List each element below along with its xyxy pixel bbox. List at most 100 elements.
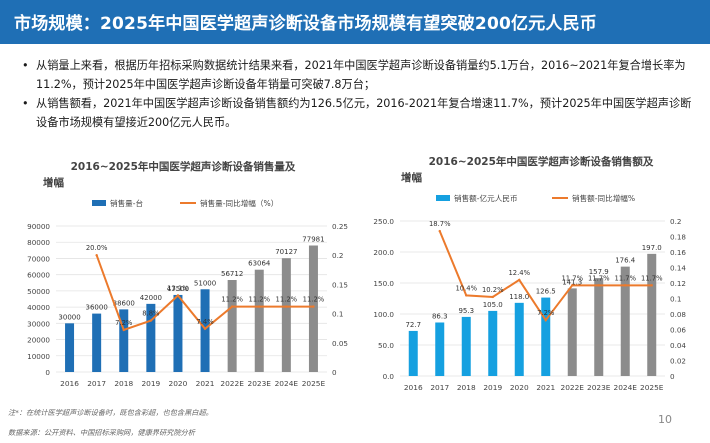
bar-value-label: 176.4 [615, 257, 636, 265]
growth-label: 20.0% [86, 244, 108, 252]
y-left-tick-label: 80000 [27, 238, 50, 247]
bar-value-label: 77981 [302, 235, 324, 243]
y-right-tick-label: 0.18 [670, 233, 686, 242]
bar-value-label: 118.0 [509, 293, 529, 301]
legend-line-label: 销售量-同比增幅（%） [200, 198, 278, 208]
growth-point [571, 284, 574, 287]
growth-label: 12.4% [508, 269, 530, 277]
bar [647, 253, 657, 376]
growth-point [465, 294, 468, 297]
chart-title: 2016~2025年中国医学超声诊断设备销售额及 [429, 155, 654, 168]
bar-value-label: 70127 [275, 248, 297, 256]
bar-value-label: 126.5 [536, 288, 556, 296]
y-left-tick-label: 150.0 [373, 279, 394, 288]
growth-point [230, 305, 234, 308]
bar-value-label: 30000 [58, 313, 80, 321]
y-right-tick-label: 0.2 [670, 217, 681, 226]
growth-point [203, 327, 207, 330]
bar [254, 269, 264, 372]
legend-bar-label: 销售额-亿元人民币 [454, 193, 518, 203]
y-left-tick-label: 250.0 [373, 217, 394, 226]
x-tick-label: 2017 [430, 383, 449, 392]
x-tick-label: 2018 [457, 383, 476, 392]
y-right-tick-label: 0 [670, 372, 675, 381]
growth-label: 7.4% [196, 318, 214, 326]
y-right-tick-label: 0.02 [670, 357, 686, 366]
growth-label: 11.2% [276, 296, 298, 304]
y-left-tick-label: 0 [45, 368, 50, 377]
growth-label: 7.2% [115, 319, 133, 327]
y-right-tick-label: 0.12 [670, 279, 686, 288]
legend-line-label: 销售额-同比增幅% [572, 193, 635, 203]
bar [488, 310, 498, 376]
growth-label: 10.4% [455, 284, 477, 292]
growth-point [285, 305, 288, 308]
bar [408, 330, 418, 376]
y-left-tick-label: 70000 [27, 254, 50, 263]
source-note: 数据来源：公开资料、中国招标采购网，健康界研究院分析 [8, 428, 195, 437]
y-right-tick-label: 0.14 [670, 264, 686, 273]
growth-point [491, 295, 494, 299]
bar-value-label: 56712 [221, 270, 243, 278]
bar-value-label: 36000 [86, 304, 108, 312]
bar-value-label: 38600 [113, 299, 135, 307]
growth-point [95, 254, 98, 257]
growth-point [597, 284, 600, 287]
growth-point [312, 305, 315, 308]
y-left-tick-label: 60000 [27, 271, 50, 280]
growth-label: 18.7% [429, 220, 451, 228]
bar [461, 316, 471, 376]
y-left-tick-label: 0.0 [383, 372, 395, 381]
x-tick-label: 2024E [614, 383, 638, 392]
growth-point [122, 328, 125, 332]
bar-value-label: 72.7 [405, 321, 421, 329]
x-tick-label: 2016 [60, 379, 79, 388]
bar [308, 245, 318, 372]
growth-label: 8.8% [142, 310, 160, 318]
bullet-dot: • [22, 59, 29, 72]
bullet-text: 从销量上来看，根据历年招标采购数据统计结果来看，2021年中国医学超声诊断设备销… [36, 59, 686, 91]
y-left-tick-label: 10000 [27, 352, 50, 361]
x-tick-label: 2020 [169, 379, 188, 388]
bar-value-label: 42000 [140, 294, 162, 302]
growth-label: 11.2% [248, 296, 270, 304]
bar [281, 258, 291, 372]
y-right-tick-label: 0.2 [332, 251, 343, 260]
bar-value-label: 105.0 [483, 301, 503, 309]
bullet-list: • 从销量上来看，根据历年招标采购数据统计结果来看，2021年中国医学超声诊断设… [22, 56, 694, 132]
legend-bar-label: 销售量-台 [110, 198, 144, 208]
y-left-tick-label: 50000 [27, 287, 50, 296]
chart-title-line2: 增幅 [401, 171, 422, 184]
y-right-tick-label: 0.25 [332, 222, 348, 231]
y-right-tick-label: 0.06 [670, 326, 686, 335]
x-tick-label: 2025E [640, 383, 664, 392]
x-tick-label: 2018 [114, 379, 133, 388]
bar [594, 278, 604, 376]
growth-point [518, 278, 521, 282]
y-right-tick-label: 0 [332, 368, 337, 377]
bullet-text: 从销售额看，2021年中国医学超声诊断设备销售额约为126.5亿元，2016-2… [36, 97, 692, 129]
y-right-tick-label: 0.08 [670, 310, 686, 319]
bar-value-label: 51000 [194, 279, 216, 287]
page-number: 10 [658, 413, 672, 426]
growth-point [149, 319, 153, 322]
y-right-tick-label: 0.1 [670, 295, 681, 304]
y-left-tick-label: 30000 [27, 319, 50, 328]
bar [146, 303, 156, 372]
bullet-dot: • [22, 97, 29, 110]
bar [65, 323, 75, 372]
growth-point [624, 284, 627, 287]
x-tick-label: 2024E [275, 379, 299, 388]
y-left-tick-label: 50.0 [378, 341, 394, 350]
bullet-item: • 从销售额看，2021年中国医学超声诊断设备销售额约为126.5亿元，2016… [22, 94, 694, 132]
growth-point [176, 294, 180, 297]
bar-value-label: 63064 [248, 260, 271, 268]
x-tick-label: 2019 [483, 383, 502, 392]
growth-label: 11.2% [221, 296, 243, 304]
bar-value-label: 141.3 [562, 278, 582, 286]
growth-label: 11.7% [641, 274, 663, 282]
growth-label: 11.7% [588, 274, 610, 282]
y-right-tick-label: 0.1 [332, 310, 343, 319]
y-right-tick-label: 0.15 [332, 280, 348, 289]
footnote: 注*：在统计医学超声诊断设备时，既包含彩超，也包含黑白超。 [8, 408, 213, 417]
